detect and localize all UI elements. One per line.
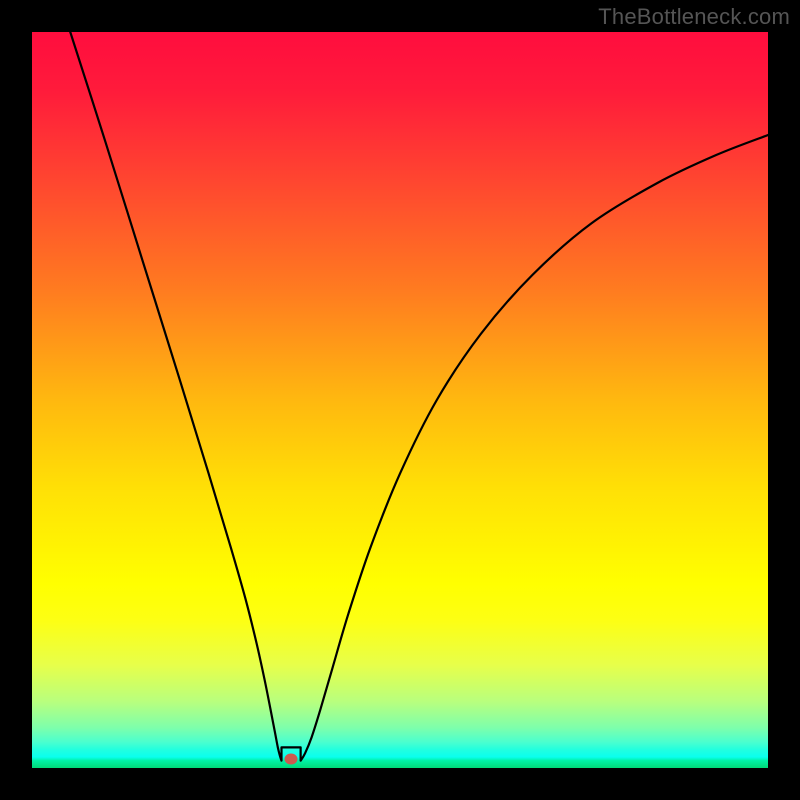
chart-container: TheBottleneck.com (0, 0, 800, 800)
curve-layer (32, 32, 768, 768)
optimum-marker (285, 754, 298, 765)
plot-area (32, 32, 768, 768)
watermark-text: TheBottleneck.com (598, 4, 790, 30)
bottleneck-curve (70, 32, 768, 761)
